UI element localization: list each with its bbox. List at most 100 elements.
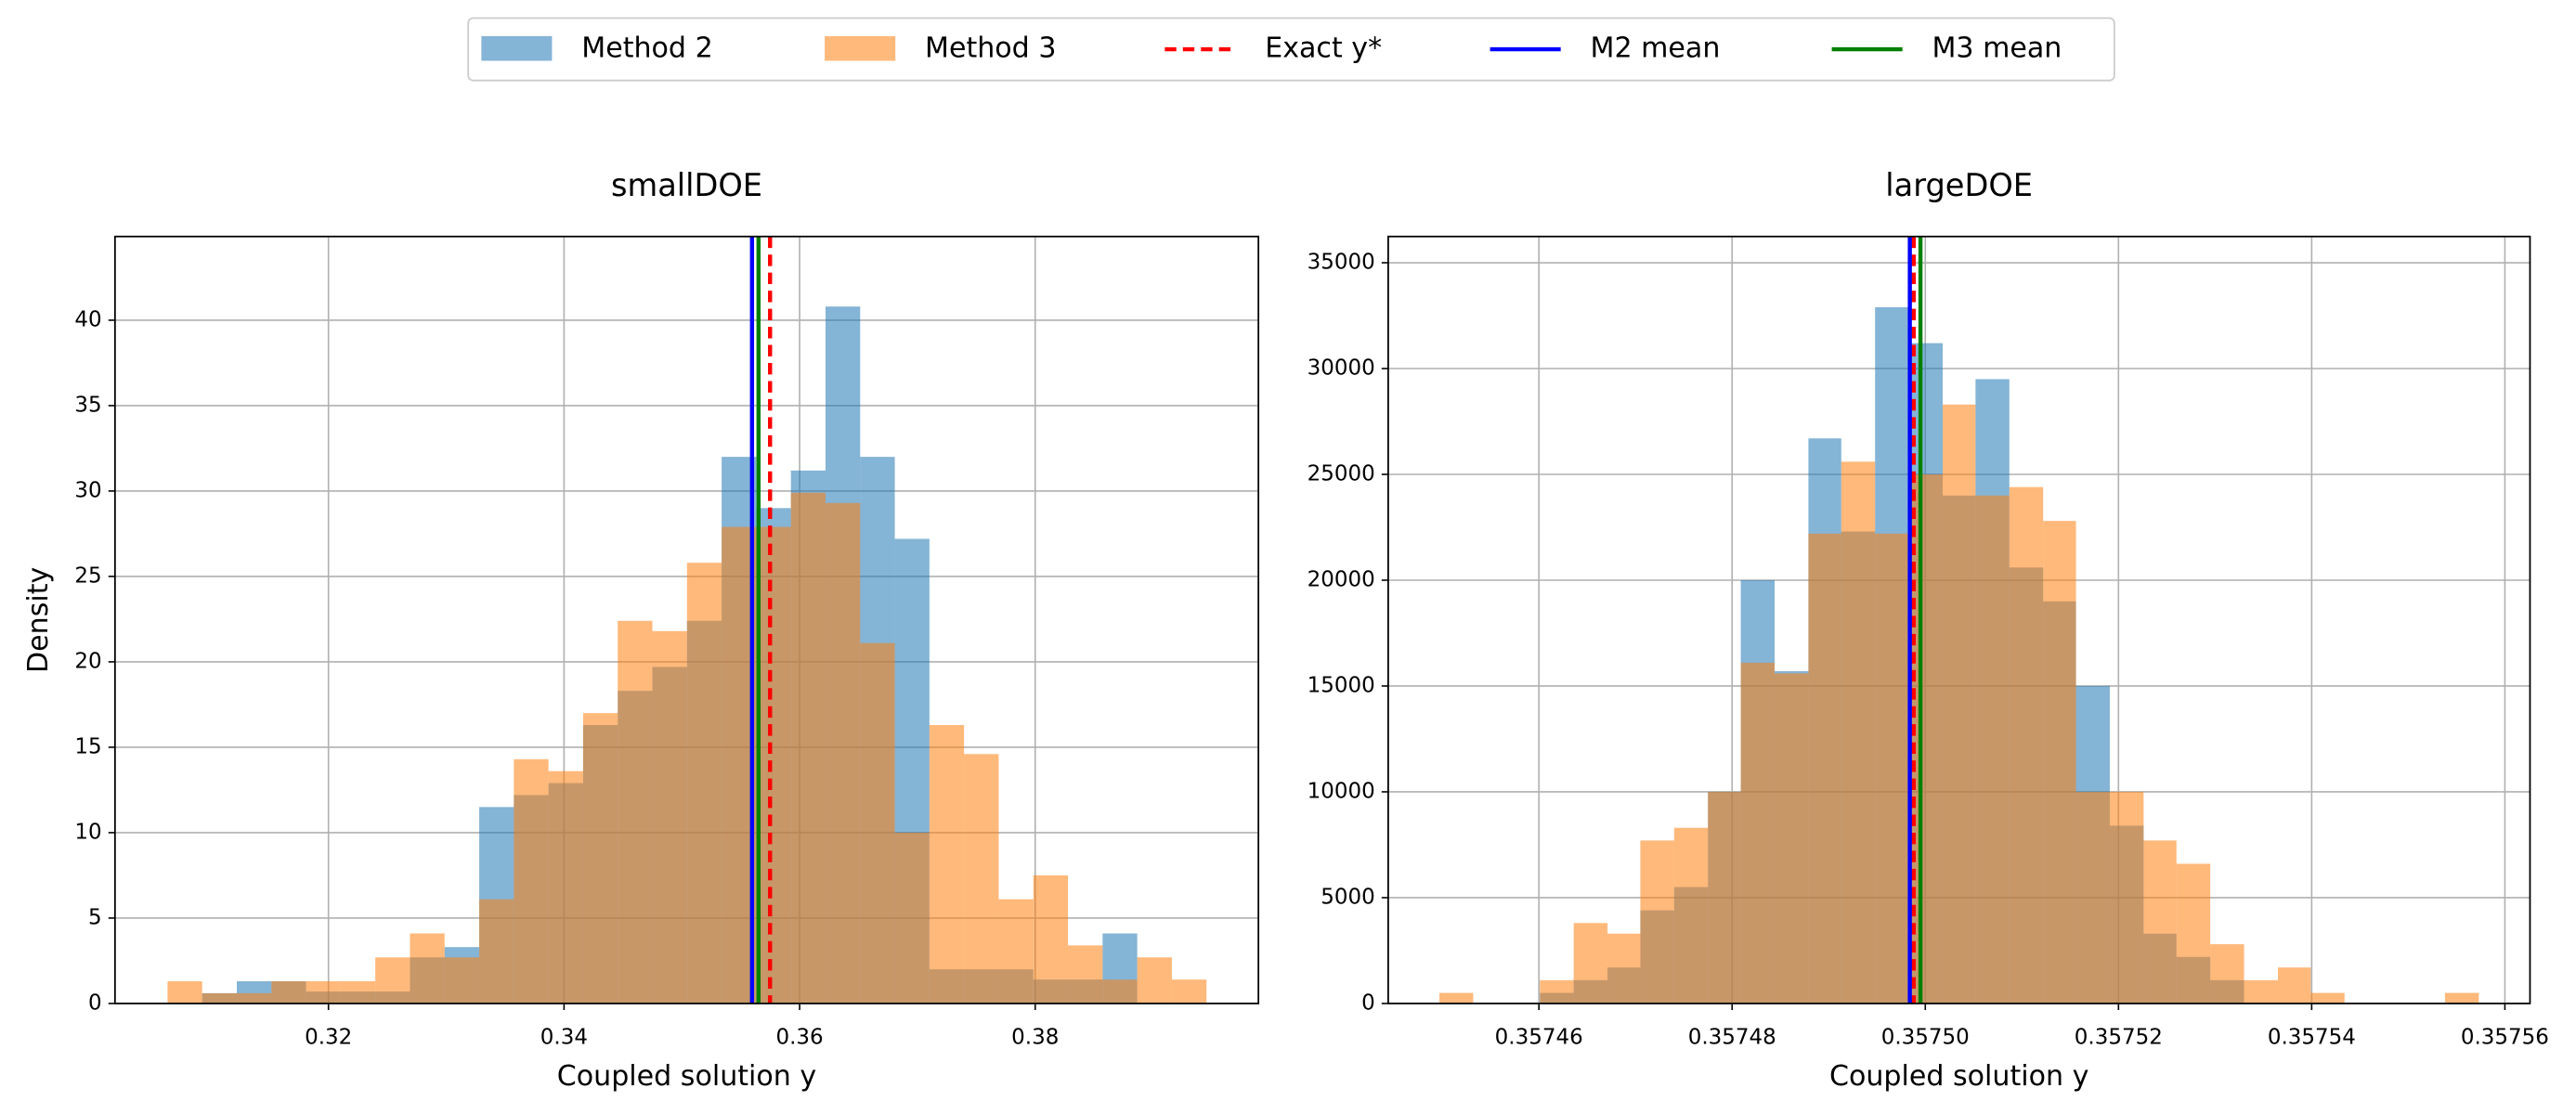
x-tick-label: 0.35748 bbox=[1688, 1026, 1776, 1050]
histogram-bar bbox=[479, 899, 514, 1004]
x-tick-label: 0.35752 bbox=[2075, 1026, 2163, 1050]
histogram-bar bbox=[2310, 992, 2345, 1004]
histogram-bar bbox=[2109, 791, 2144, 1004]
histogram-bar bbox=[271, 981, 306, 1004]
histogram-bar bbox=[514, 758, 549, 1004]
histogram-bar bbox=[1740, 662, 1776, 1004]
y-tick-label: 10000 bbox=[1308, 779, 1375, 803]
legend-swatch bbox=[825, 35, 896, 61]
legend-swatch bbox=[481, 35, 553, 61]
histogram-bar bbox=[2143, 840, 2177, 1004]
y-tick-label: 20000 bbox=[1308, 567, 1375, 591]
y-tick-label: 35000 bbox=[1308, 251, 1375, 275]
histogram-bar bbox=[929, 725, 965, 1004]
x-tick-label: 0.35754 bbox=[2268, 1026, 2356, 1050]
chart-title: smallDOE bbox=[611, 167, 762, 203]
histogram-bar bbox=[2277, 967, 2311, 1004]
histogram-bar bbox=[1137, 957, 1172, 1004]
x-tick-label: 0.34 bbox=[540, 1026, 588, 1050]
histogram-bar bbox=[652, 630, 687, 1004]
histogram-bar bbox=[894, 832, 930, 1004]
histogram-bar bbox=[790, 492, 826, 1004]
histogram-bar bbox=[548, 771, 583, 1004]
x-axis-label: Coupled solution y bbox=[1829, 1060, 2088, 1093]
histogram-bar bbox=[444, 957, 480, 1004]
legend-item: M2 mean bbox=[1490, 32, 1720, 65]
y-tick-label: 5 bbox=[88, 905, 102, 929]
histogram-bar bbox=[582, 713, 618, 1004]
legend-item: Exact y* bbox=[1164, 32, 1382, 65]
histogram-bar bbox=[1573, 923, 1608, 1004]
x-tick-label: 0.36 bbox=[775, 1026, 823, 1050]
histogram-bar bbox=[2043, 521, 2076, 1004]
histogram-bar bbox=[756, 526, 791, 1004]
histogram-bar bbox=[167, 981, 202, 1004]
legend-label: Method 3 bbox=[925, 32, 1056, 65]
histogram-bar bbox=[2009, 486, 2044, 1004]
axes-frame bbox=[113, 235, 1260, 1004]
histogram-bar bbox=[2075, 791, 2110, 1004]
histogram-bar bbox=[237, 992, 272, 1004]
histogram-bar bbox=[964, 754, 999, 1004]
legend-item: Method 2 bbox=[481, 32, 713, 65]
x-tick-label: 0.35746 bbox=[1495, 1026, 1583, 1050]
histogram-bar bbox=[1943, 404, 1976, 1004]
histogram-bar bbox=[1102, 979, 1138, 1004]
x-tick-label: 0.35756 bbox=[2461, 1026, 2549, 1050]
histogram-bar bbox=[618, 620, 653, 1004]
histogram-bar bbox=[1068, 945, 1103, 1004]
legend-label: M3 mean bbox=[1932, 32, 2062, 65]
y-tick-label: 25000 bbox=[1308, 461, 1375, 486]
histogram-bar bbox=[1640, 840, 1674, 1004]
axes: 0.32 0.34 0.36 0.38 0 5 10 15 20 25 30 35 40 smallDOE… bbox=[22, 167, 1260, 1093]
axes-frame bbox=[1387, 235, 2531, 1004]
y-tick-label: 30 bbox=[74, 478, 101, 502]
histogram-bar bbox=[2244, 979, 2278, 1004]
histogram-bar bbox=[860, 642, 895, 1004]
histogram-bar bbox=[2176, 863, 2211, 1004]
y-tick-label: 5000 bbox=[1321, 885, 1375, 909]
histogram-bar bbox=[2444, 992, 2479, 1004]
y-tick-label: 35 bbox=[74, 393, 101, 417]
legend-frame bbox=[467, 17, 2115, 82]
histogram-bar bbox=[1708, 791, 1741, 1004]
y-tick-label: 0 bbox=[88, 991, 102, 1015]
histogram-bar bbox=[1607, 933, 1641, 1004]
histogram-bar bbox=[410, 933, 445, 1004]
x-tick-label: 0.38 bbox=[1011, 1026, 1059, 1050]
x-axis-label: Coupled solution y bbox=[557, 1060, 816, 1093]
histogram-bar bbox=[340, 981, 376, 1004]
histogram-bar bbox=[1775, 673, 1809, 1004]
y-tick-label: 40 bbox=[74, 307, 101, 331]
histogram-bar bbox=[2210, 944, 2244, 1004]
legend-item: M3 mean bbox=[1831, 32, 2062, 65]
histogram-bar bbox=[306, 981, 341, 1004]
y-tick-label: 25 bbox=[74, 563, 101, 588]
x-tick-label: 0.35750 bbox=[1881, 1026, 1970, 1050]
y-tick-label: 30000 bbox=[1308, 356, 1375, 381]
histogram-bar bbox=[1439, 992, 1474, 1004]
histogram-bar bbox=[375, 957, 410, 1004]
y-tick-label: 20 bbox=[74, 649, 101, 673]
y-tick-label: 0 bbox=[1361, 991, 1375, 1015]
y-axis-label: Density bbox=[22, 567, 55, 673]
legend: Method 2 Method 3 Exact y* M2 mean M3 mean bbox=[467, 17, 2115, 82]
x-tick-label: 0.32 bbox=[305, 1026, 352, 1050]
histogram-bar bbox=[998, 899, 1034, 1004]
histogram-bar bbox=[825, 502, 861, 1004]
histogram-bar bbox=[1808, 533, 1841, 1004]
y-tick-label: 15 bbox=[74, 734, 101, 758]
y-tick-label: 15000 bbox=[1308, 673, 1375, 697]
legend-label: Method 2 bbox=[581, 32, 712, 65]
axes: 0.35746 0.35748 0.35750 0.35752 0.35754 0.357… bbox=[1308, 167, 2549, 1093]
legend-item: Method 3 bbox=[825, 32, 1056, 65]
histogram-bar bbox=[1540, 979, 1574, 1004]
histogram-bar bbox=[1975, 495, 2010, 1004]
y-tick-label: 10 bbox=[74, 820, 101, 844]
histogram-bar bbox=[202, 992, 238, 1004]
histogram-bar bbox=[1171, 979, 1207, 1004]
chart-title: largeDOE bbox=[1885, 167, 2033, 203]
histogram-bar bbox=[1875, 533, 1909, 1004]
histogram-bar bbox=[1841, 461, 1876, 1004]
